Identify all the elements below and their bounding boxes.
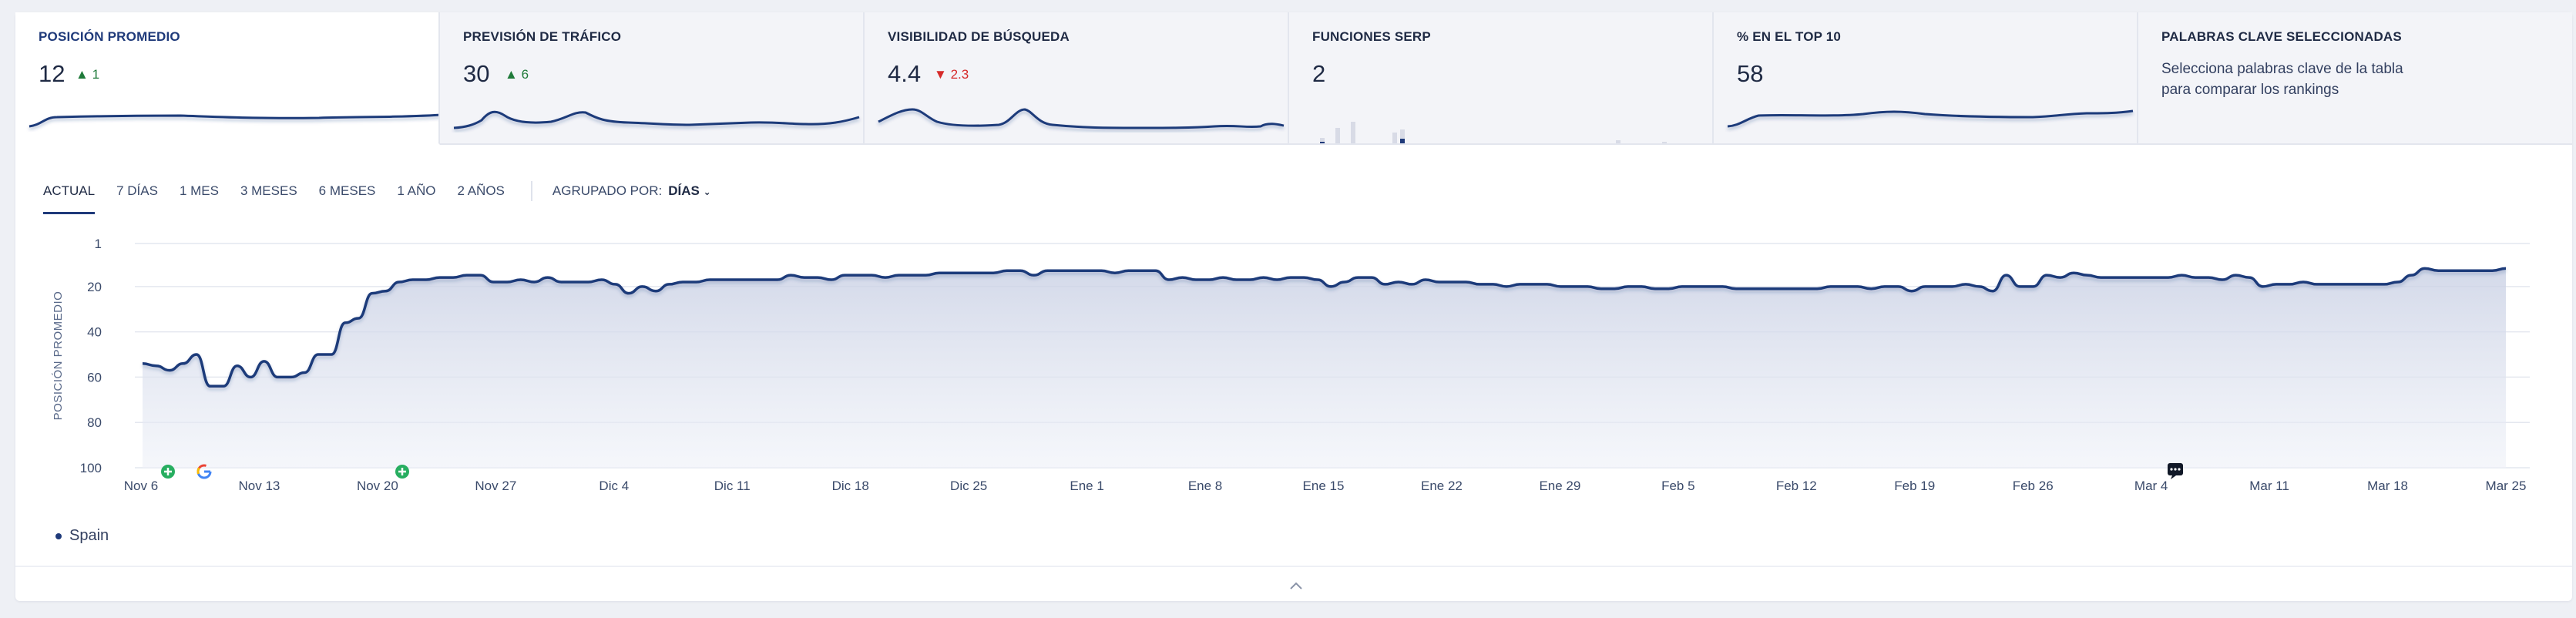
card-value: 12 [39,60,65,87]
y-tick-label: 60 [87,370,102,385]
x-tick-label: Ene 29 [1539,479,1580,493]
google-icon-yellow [196,464,212,479]
y-axis-label: POSICIÓN PROMEDIO [52,291,65,421]
y-tick-label: 1 [95,237,102,251]
comment-dot [2170,468,2173,471]
card-title: PALABRAS CLAVE SELECCIONADAS [2161,29,2402,44]
x-tick-label: Nov 27 [475,479,516,493]
metric-cards: POSICIÓN PROMEDIO 12 ▲ 1 PREVISIÓN DE TR… [15,12,2572,145]
plus-glyph [398,468,406,475]
x-tick-label: Dic 25 [950,479,987,493]
x-tick-label: Dic 4 [599,479,629,493]
card-value: 4.4 [888,60,922,87]
card-title: PREVISIÓN DE TRÁFICO [463,29,622,44]
sparkline [453,110,860,129]
divider [15,566,2572,567]
card-title: VISIBILIDAD DE BÚSQUEDA [888,29,1070,44]
range-2-years[interactable]: 2 AÑOS [457,183,505,198]
x-tick-label: Feb 5 [1661,479,1694,493]
card-traffic-forecast[interactable]: PREVISIÓN DE TRÁFICO 30 ▲ 6 [440,12,865,145]
delta-value: 1 [92,67,100,82]
y-tick-label: 40 [87,325,102,340]
group-by-dropdown[interactable]: DÍAS ⌄ [668,183,710,199]
x-tick-label: Mar 18 [2367,479,2408,493]
x-tick-label: Ene 15 [1303,479,1345,493]
sparkline [29,113,438,128]
x-tick-label: Ene 1 [1070,479,1103,493]
card-value: 58 [1737,60,1764,87]
range-3-months[interactable]: 3 MESES [240,183,297,198]
comment-tail [2171,475,2176,479]
card-search-visibility[interactable]: VISIBILIDAD DE BÚSQUEDA 4.4 ▼ 2.3 [865,12,1289,145]
range-7-days[interactable]: 7 DÍAS [116,183,158,198]
range-6-months[interactable]: 6 MESES [318,183,376,198]
group-by: AGRUPADO POR: DÍAS ⌄ [552,183,711,199]
legend-series-spain[interactable]: Spain [69,527,109,544]
card-title: FUNCIONES SERP [1312,29,1431,44]
comment-dot [2178,468,2181,471]
card-average-position[interactable]: POSICIÓN PROMEDIO 12 ▲ 1 [15,12,440,145]
position-chart: 1 20 40 60 80 100 POSICIÓN PROMEDIO Nov 6 Nov 13… [52,237,2530,493]
x-tick-label: Nov 6 [124,479,158,493]
y-tick-label: 20 [87,280,102,294]
group-by-label: AGRUPADO POR: [552,183,663,198]
card-value: 30 [463,60,490,87]
card-description: Selecciona palabras clave de la tabla pa… [2161,61,2403,98]
card-delta: ▼ 2.3 [934,67,969,82]
x-tick-label: Ene 22 [1421,479,1463,493]
card-delta: ▲ 6 [505,67,529,82]
x-tick-label: Feb 19 [1894,479,1935,493]
x-tick-label: Mar 11 [2249,479,2289,493]
y-tick-label: 80 [87,415,102,430]
chart-legend: Spain [55,527,109,545]
plus-glyph [164,468,172,475]
sparkline [1727,109,2134,128]
x-tick-label: Nov 13 [239,479,280,493]
x-tick-label: Feb 12 [1776,479,1817,493]
delta-value: 6 [521,67,529,82]
x-tick-label: Nov 20 [357,479,398,493]
comment-dot [2174,468,2177,471]
rank-tracking-panel: POSICIÓN PROMEDIO 12 ▲ 1 PREVISIÓN DE TR… [15,12,2572,601]
series-line-spain[interactable] [142,267,2507,388]
card-serp-features[interactable]: FUNCIONES SERP 2 [1289,12,1714,145]
range-1-year[interactable]: 1 AÑO [397,183,436,198]
range-actual[interactable]: ACTUAL [43,176,96,214]
card-title: % EN EL TOP 10 [1737,29,1842,44]
range-1-month[interactable]: 1 MES [179,183,219,198]
x-tick-label: Mar 25 [2486,479,2527,493]
card-value: 2 [1312,60,1326,87]
x-tick-label: Feb 26 [2013,479,2054,493]
legend-dot [55,532,62,539]
x-tick-label: Dic 18 [832,479,869,493]
card-selected-keywords: PALABRAS CLAVE SELECCIONADAS Selecciona … [2138,12,2572,145]
y-tick-label: 100 [80,461,102,475]
serp-bar-sparkline [1320,122,1667,143]
group-by-value: DÍAS [668,183,700,198]
card-title: POSICIÓN PROMEDIO [39,29,180,44]
card-top10-percent[interactable]: % EN EL TOP 10 58 [1714,12,2138,145]
x-tick-label: Mar 4 [2134,479,2168,493]
x-tick-label: Ene 8 [1188,479,1222,493]
chevron-down-icon: ⌄ [703,186,711,197]
date-range-selector: ACTUAL 7 DÍAS 1 MES 3 MESES 6 MESES 1 AÑ… [43,176,711,214]
google-icon-red [196,464,212,479]
area-fill [143,268,2506,468]
chevron-up-icon[interactable] [1287,579,1305,592]
x-tick-label: Dic 11 [714,479,751,493]
card-delta: ▲ 1 [76,67,100,82]
divider [530,181,532,201]
sparkline [878,108,1285,129]
delta-value: 2.3 [950,67,969,82]
